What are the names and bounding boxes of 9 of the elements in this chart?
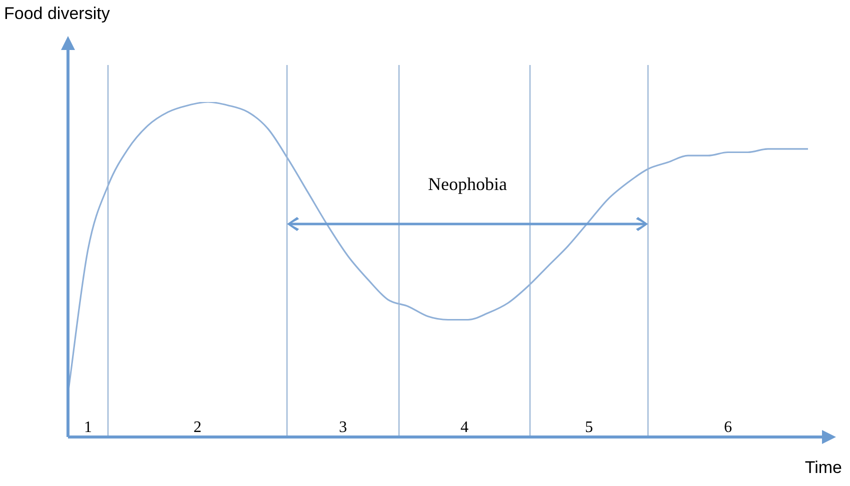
annotation: 1 (84, 419, 92, 436)
annotation: 2 (194, 419, 202, 436)
annotation: 5 (585, 419, 593, 436)
annotation: 4 (460, 419, 468, 436)
annotation: 6 (724, 419, 732, 436)
annotation: Neophobia (428, 174, 507, 194)
annotation: 3 (339, 419, 347, 436)
x-axis-title: Time (804, 458, 842, 478)
y-axis-title: Food diversity (4, 4, 110, 24)
